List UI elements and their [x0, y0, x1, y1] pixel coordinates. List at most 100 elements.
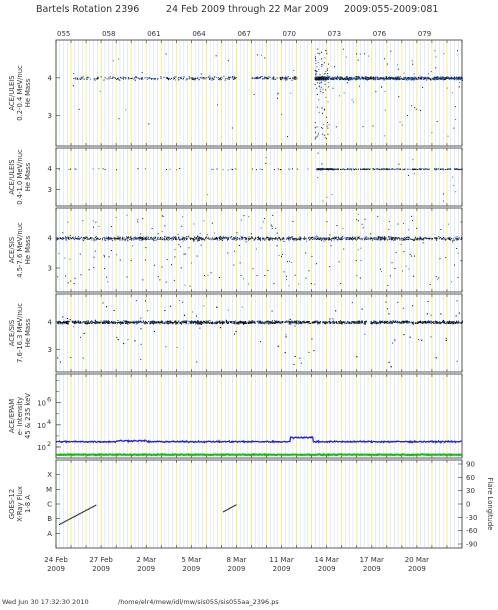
data-point [386, 168, 388, 170]
data-point [209, 238, 211, 240]
data-point [264, 57, 266, 59]
data-point [387, 77, 389, 79]
data-point [325, 116, 327, 118]
data-point [105, 239, 107, 241]
data-point [152, 78, 154, 80]
data-point [133, 78, 135, 80]
data-point [130, 236, 132, 238]
panel-frame [55, 207, 463, 293]
data-point [436, 121, 438, 123]
data-point [74, 277, 76, 279]
data-point [97, 77, 99, 79]
data-point [236, 238, 238, 240]
data-point [108, 78, 110, 80]
data-point [203, 78, 205, 80]
data-point [433, 237, 435, 239]
data-point [355, 239, 357, 241]
data-point [390, 168, 392, 170]
data-point [421, 167, 423, 169]
data-point [286, 279, 288, 281]
data-point [285, 79, 287, 81]
data-point [320, 169, 322, 171]
data-point [285, 275, 287, 277]
data-point [340, 238, 342, 240]
data-point [352, 101, 354, 103]
data-point [345, 77, 347, 79]
data-point [219, 236, 221, 238]
data-point [412, 63, 414, 65]
data-point [389, 78, 391, 80]
data-point [421, 238, 423, 240]
data-point [359, 78, 361, 80]
data-point [145, 239, 147, 241]
data-point [74, 236, 76, 238]
data-point [111, 239, 113, 241]
data-point [407, 239, 409, 241]
data-point [354, 77, 356, 79]
data-point [220, 78, 222, 80]
data-point [322, 237, 324, 239]
data-point [99, 90, 101, 92]
data-point [379, 236, 381, 238]
data-point [377, 168, 379, 170]
data-point [314, 238, 316, 240]
data-point [404, 77, 406, 79]
data-point [124, 76, 126, 78]
data-point [430, 71, 432, 73]
data-point [337, 237, 339, 239]
data-point [286, 77, 288, 79]
data-point [154, 79, 156, 81]
data-point [409, 78, 411, 80]
data-point [443, 53, 445, 55]
data-point [280, 79, 282, 81]
data-point [433, 76, 435, 78]
data-point [328, 78, 330, 80]
data-point [335, 78, 337, 80]
data-point [150, 237, 152, 239]
data-point [230, 236, 232, 238]
data-point [227, 78, 229, 80]
data-point [407, 168, 409, 170]
data-point [400, 237, 402, 239]
data-point [89, 238, 91, 240]
data-point [339, 76, 341, 78]
data-point [370, 78, 372, 80]
data-point [384, 77, 386, 79]
data-point [384, 236, 386, 238]
data-point [239, 237, 241, 239]
data-point [388, 78, 390, 80]
data-point [126, 276, 128, 278]
data-point [348, 237, 350, 239]
data-point [379, 77, 381, 79]
data-point [252, 237, 254, 239]
data-point [459, 82, 461, 84]
data-point [65, 275, 67, 277]
data-point [265, 77, 267, 79]
data-point [391, 239, 393, 241]
data-point [417, 238, 419, 240]
scatter-series-1 [72, 53, 298, 138]
data-point [449, 168, 451, 170]
y-axis-label: GOES-12 [8, 489, 16, 519]
data-point [116, 169, 118, 171]
data-point [129, 239, 131, 241]
data-point [88, 77, 90, 79]
data-point [151, 78, 153, 80]
data-point [346, 78, 348, 80]
data-point [159, 279, 161, 281]
data-point [128, 78, 130, 80]
data-point [447, 77, 449, 79]
data-point [216, 104, 218, 106]
data-point [384, 237, 386, 239]
data-point [319, 237, 321, 239]
data-point [341, 78, 343, 80]
data-point [221, 236, 223, 238]
data-point [341, 169, 343, 171]
data-point [318, 86, 320, 88]
data-point [380, 237, 382, 239]
data-point [340, 77, 342, 79]
y-axis-label: 0.2-0.4 MeV/nuc [16, 65, 24, 121]
data-point [415, 237, 417, 239]
data-point [118, 237, 120, 239]
